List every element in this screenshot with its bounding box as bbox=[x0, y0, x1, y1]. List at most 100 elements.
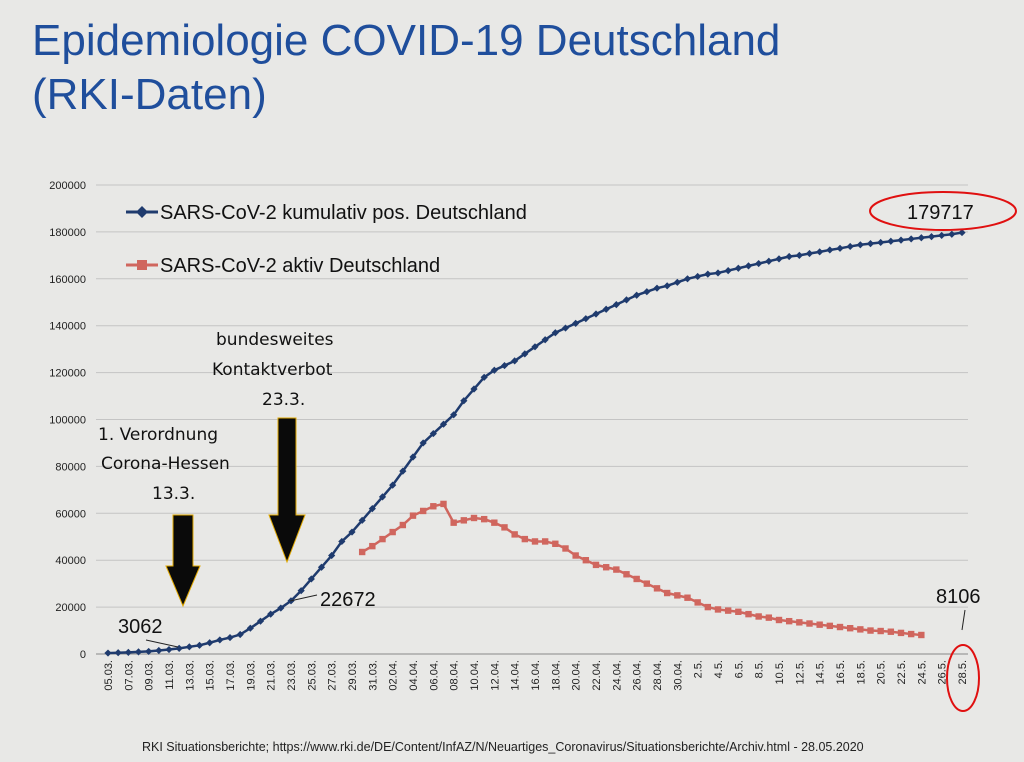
data-point-cumulative bbox=[175, 644, 183, 652]
x-tick-label: 12.5. bbox=[794, 660, 806, 684]
data-point-cumulative bbox=[663, 282, 671, 290]
data-point-active bbox=[704, 603, 712, 611]
data-point-cumulative bbox=[297, 587, 305, 595]
x-tick-label: 10.04. bbox=[469, 660, 481, 691]
data-point-cumulative bbox=[704, 270, 712, 278]
highlight-ellipse bbox=[869, 191, 1017, 231]
data-point-active bbox=[877, 627, 884, 635]
data-point-active bbox=[867, 627, 874, 634]
data-point-active bbox=[572, 552, 579, 559]
data-point-cumulative bbox=[358, 516, 366, 524]
data-point-active bbox=[582, 557, 590, 564]
data-point-cumulative bbox=[256, 617, 265, 625]
data-point-cumulative bbox=[338, 537, 346, 546]
data-point-active bbox=[358, 548, 366, 556]
annotation-verordnung-line-2: Corona-Hessen bbox=[101, 454, 230, 474]
data-point-cumulative bbox=[877, 238, 885, 247]
value-label-179717-text: 179717 bbox=[907, 202, 974, 224]
annotation-verordnung-line-3: 13.3. bbox=[152, 484, 195, 504]
x-tick-label: 11.03. bbox=[164, 660, 176, 690]
data-point-cumulative bbox=[907, 235, 915, 243]
data-point-active bbox=[531, 538, 539, 545]
x-tick-label: 16.5. bbox=[835, 660, 847, 684]
value-label-8106-text: 8106 bbox=[936, 586, 981, 608]
data-point-cumulative bbox=[958, 228, 966, 237]
data-point-active bbox=[643, 580, 651, 587]
x-tick-label: 28.04. bbox=[652, 660, 664, 691]
legend-entry-cumulative: SARS-CoV-2 kumulativ pos. Deutschland bbox=[126, 202, 527, 224]
data-point-active bbox=[907, 630, 915, 638]
data-point-active bbox=[674, 592, 681, 599]
data-point-cumulative bbox=[795, 251, 803, 259]
data-point-cumulative bbox=[368, 505, 376, 513]
data-point-cumulative bbox=[236, 630, 244, 639]
data-point-active bbox=[602, 564, 610, 571]
x-tick-label: 20.04. bbox=[571, 660, 583, 691]
legend-label-cumulative: SARS-CoV-2 kumulativ pos. Deutschland bbox=[160, 202, 527, 224]
data-point-cumulative bbox=[450, 411, 458, 419]
data-point-cumulative bbox=[816, 248, 824, 256]
annotation-verordnung-line-1: 1. Verordnung bbox=[98, 425, 218, 445]
y-tick-label: 40000 bbox=[55, 555, 86, 567]
x-tick-label: 05.03. bbox=[103, 660, 115, 691]
x-tick-label: 04.04. bbox=[408, 660, 420, 691]
x-tick-label: 14.04. bbox=[510, 660, 522, 691]
data-point-cumulative bbox=[114, 649, 122, 657]
data-point-active bbox=[663, 589, 671, 597]
data-point-cumulative bbox=[277, 604, 285, 612]
data-point-active bbox=[724, 607, 732, 614]
value-label-8106: 8106 bbox=[936, 586, 981, 631]
data-point-cumulative bbox=[551, 329, 559, 337]
x-tick-label: 18.5. bbox=[855, 660, 867, 684]
data-point-cumulative bbox=[155, 646, 163, 655]
title-line-2: (RKI-Daten) bbox=[32, 70, 267, 119]
data-point-cumulative bbox=[226, 633, 234, 642]
x-tick-label: 18.04. bbox=[550, 660, 562, 691]
series-cumulative bbox=[104, 228, 966, 657]
data-point-active bbox=[735, 608, 742, 615]
data-point-cumulative bbox=[389, 481, 397, 489]
x-tick-label: 26.5. bbox=[937, 660, 949, 684]
x-tick-label: 4.5. bbox=[713, 660, 725, 678]
data-point-active bbox=[714, 606, 722, 613]
data-point-active bbox=[806, 620, 813, 627]
data-point-cumulative bbox=[846, 242, 854, 251]
chart-grid bbox=[96, 184, 968, 655]
x-tick-label: 02.04. bbox=[388, 660, 400, 691]
annotation-kontaktverbot: bundesweites Kontaktverbot 23.3. bbox=[212, 330, 334, 564]
y-tick-label: 180000 bbox=[49, 227, 86, 239]
x-tick-label: 08.04. bbox=[449, 660, 461, 691]
y-tick-label: 160000 bbox=[49, 274, 86, 286]
y-tick-label: 20000 bbox=[55, 602, 86, 614]
x-tick-label: 2.5. bbox=[693, 660, 705, 678]
series-active-line bbox=[361, 502, 922, 637]
line-chart: 0 20000 40000 60000 80000 100000 120000 140000 1… bbox=[49, 180, 1017, 712]
x-tick-label: 6.5. bbox=[733, 660, 745, 678]
data-point-cumulative bbox=[317, 563, 326, 571]
data-point-cumulative bbox=[714, 269, 722, 277]
annotation-kontaktverbot-line-3: 23.3. bbox=[262, 390, 305, 410]
highlight-ellipse-last-date bbox=[946, 644, 980, 712]
data-point-cumulative bbox=[246, 624, 254, 632]
series-cumulative-line bbox=[107, 231, 963, 655]
data-point-active bbox=[460, 517, 468, 524]
data-point-cumulative bbox=[643, 288, 651, 296]
x-tick-label: 24.5. bbox=[916, 660, 928, 684]
legend-entry-active: SARS-CoV-2 aktiv Deutschland bbox=[126, 255, 440, 277]
x-tick-label: 29.03. bbox=[347, 660, 359, 691]
data-point-cumulative bbox=[673, 278, 681, 286]
data-point-cumulative bbox=[826, 246, 834, 254]
data-point-active bbox=[419, 507, 427, 515]
legend: SARS-CoV-2 kumulativ pos. Deutschland SA… bbox=[126, 202, 527, 277]
data-point-active bbox=[470, 514, 478, 522]
data-point-active bbox=[450, 519, 457, 526]
y-tick-label: 60000 bbox=[55, 508, 86, 520]
data-point-cumulative bbox=[439, 420, 448, 428]
data-point-cumulative bbox=[124, 648, 132, 656]
data-point-cumulative bbox=[836, 244, 844, 252]
data-point-cumulative bbox=[460, 397, 468, 405]
data-point-cumulative bbox=[755, 259, 763, 268]
annotation-verordnung: 1. Verordnung Corona-Hessen 13.3. bbox=[98, 425, 230, 608]
data-point-active bbox=[409, 512, 417, 519]
data-point-cumulative bbox=[948, 230, 956, 238]
